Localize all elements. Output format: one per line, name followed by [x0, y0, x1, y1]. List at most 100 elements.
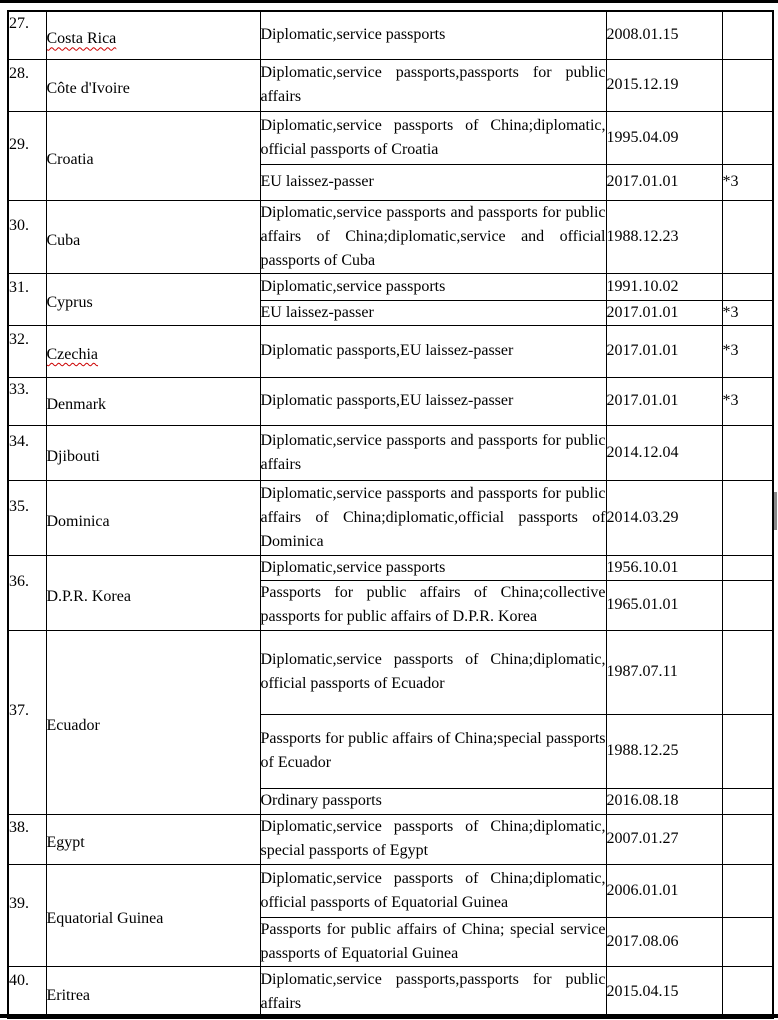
- effective-date-cell: 1995.04.09: [605, 110, 723, 165]
- effective-date-cell: 2017.01.01: [605, 163, 723, 201]
- effective-date-cell: 1956.10.01: [605, 554, 723, 581]
- country-cell: Equatorial Guinea: [45, 863, 261, 967]
- table-row: 34. Djibouti Diplomatic,service passports …: [7, 424, 774, 481]
- note-cell: [721, 813, 774, 865]
- effective-date-cell: 2014.12.04: [605, 424, 723, 481]
- row-number: 38.: [9, 819, 29, 836]
- country-name: Ecuador: [46, 717, 100, 734]
- row-number: 32.: [9, 331, 29, 348]
- note-cell: [721, 272, 774, 301]
- passport-types-cell: Diplomatic,service passports and passpor…: [259, 424, 607, 481]
- table-row: EU laissez-passer 2017.01.01 *3: [8, 299, 774, 326]
- row-number-cell: 27.: [7, 10, 47, 60]
- row-number: 36.: [9, 572, 29, 590]
- country-cell: Cyprus: [45, 272, 261, 326]
- country-cell: Ecuador: [45, 629, 261, 815]
- row-number-cell: 32.: [7, 324, 47, 378]
- note-cell: [721, 916, 774, 967]
- passport-types-cell: Diplomatic,service passports,passports f…: [259, 58, 607, 112]
- effective-date-cell: 1988.12.23: [605, 199, 723, 274]
- table-row: 28. Côte d'Ivoire Diplomatic,service passp…: [7, 58, 774, 112]
- table-row: Passports for public affairs of China; s…: [8, 916, 774, 967]
- table-row: 37. Ecuador Diplomatic,service passports o…: [7, 629, 774, 815]
- row-number-cell: 31.: [7, 272, 47, 326]
- effective-date-cell: 1991.10.02: [605, 272, 723, 301]
- table-row: 31. Cyprus Diplomatic,service passports 199…: [7, 272, 774, 326]
- note-cell: [721, 629, 774, 715]
- passport-types-cell: Diplomatic,service passports and passpor…: [259, 479, 607, 556]
- row-number-cell: 37.: [7, 629, 47, 815]
- table-row: 38. Egypt Diplomatic,service passports of …: [7, 813, 774, 865]
- passport-types-cell: Diplomatic,service passports: [259, 10, 607, 60]
- effective-date-cell: 2017.01.01: [605, 324, 723, 378]
- note-cell: *3: [721, 299, 774, 326]
- country-name: Denmark: [46, 396, 107, 413]
- passport-types-cell: Diplomatic passports,EU laissez-passer: [259, 376, 607, 426]
- row-number-cell: 33.: [7, 376, 47, 426]
- row-number-cell: 35.: [7, 479, 47, 556]
- row-number-cell: 39.: [7, 863, 47, 967]
- passport-types-cell: Diplomatic,service passports of China;di…: [259, 813, 607, 865]
- row-number: 37.: [9, 702, 29, 719]
- country-cell: Eritrea: [45, 965, 261, 1019]
- passport-types-cell: Diplomatic,service passports of China;di…: [259, 863, 607, 918]
- table-row: 30. Cuba Diplomatic,service passports and …: [7, 199, 774, 274]
- row-number-cell: 34.: [7, 424, 47, 481]
- effective-date-cell: 1988.12.25: [605, 713, 723, 789]
- country-cell: Djibouti: [45, 424, 261, 481]
- country-cell: Cuba: [45, 199, 261, 274]
- row-number: 34.: [9, 432, 29, 450]
- country-name: Cuba: [46, 231, 81, 249]
- passport-types-cell: Passports for public affairs of China;co…: [259, 579, 607, 631]
- page-top-rule: [0, 0, 778, 3]
- effective-date-cell: 2017.01.01: [605, 299, 723, 326]
- visa-exemption-table: 27. Costa Rica Diplomatic,service passport…: [7, 10, 774, 1019]
- passport-types-cell: Diplomatic passports,EU laissez-passer: [259, 324, 607, 378]
- scrollbar-fragment[interactable]: [774, 492, 777, 530]
- note-cell: [721, 10, 774, 60]
- table-row: 32. Czechia Diplomatic passports,EU laisse…: [7, 324, 774, 378]
- passport-types-cell: Diplomatic,service passports,passports f…: [259, 965, 607, 1019]
- row-number-cell: 40.: [7, 965, 47, 1019]
- country-name: Czechia: [46, 346, 99, 363]
- passport-types-cell: Diplomatic,service passports of China;di…: [259, 629, 607, 715]
- country-name: Egypt: [46, 834, 85, 851]
- passport-types-cell: Ordinary passports: [259, 787, 607, 815]
- row-number-cell: 30.: [7, 199, 47, 274]
- passport-types-cell: Diplomatic,service passports and passpor…: [259, 199, 607, 274]
- row-number: 35.: [9, 497, 29, 515]
- passport-types-cell: Diplomatic,service passports of China;di…: [259, 110, 607, 165]
- table-row: 35. Dominica Diplomatic,service passports …: [7, 479, 774, 556]
- country-cell: Denmark: [45, 376, 261, 426]
- note-cell: *3: [721, 324, 774, 378]
- page-bottom-rule: [0, 1014, 778, 1018]
- row-number: 31.: [9, 279, 29, 296]
- effective-date-cell: 2014.03.29: [605, 479, 723, 556]
- country-name: Dominica: [46, 512, 110, 530]
- note-cell: [721, 713, 774, 789]
- country-name: Côte d'Ivoire: [46, 80, 130, 97]
- note-cell: [721, 965, 774, 1019]
- table-row: 39. Equatorial Guinea Diplomatic,service p…: [7, 863, 774, 967]
- country-cell: Egypt: [45, 813, 261, 865]
- country-cell: Côte d'Ivoire: [45, 58, 261, 112]
- effective-date-cell: 1965.01.01: [605, 579, 723, 631]
- table-row: EU laissez-passer 2017.01.01 *3: [8, 163, 774, 201]
- effective-date-cell: 2015.12.19: [605, 58, 723, 112]
- note-cell: [721, 554, 774, 581]
- row-number: 33.: [9, 381, 29, 398]
- passport-types-cell: Passports for public affairs of China;sp…: [259, 713, 607, 789]
- row-number: 30.: [9, 216, 29, 234]
- row-number-cell: 29.: [7, 110, 47, 201]
- note-cell: [721, 424, 774, 481]
- country-cell: Czechia: [45, 324, 261, 378]
- note-cell: [721, 58, 774, 112]
- effective-date-cell: 2015.04.15: [605, 965, 723, 1019]
- row-number-cell: 38.: [7, 813, 47, 865]
- note-cell: [721, 787, 774, 815]
- table-row: Passports for public affairs of China;co…: [8, 579, 774, 631]
- country-cell: Costa Rica: [45, 10, 261, 60]
- effective-date-cell: 2017.08.06: [605, 916, 723, 967]
- effective-date-cell: 2016.08.18: [605, 787, 723, 815]
